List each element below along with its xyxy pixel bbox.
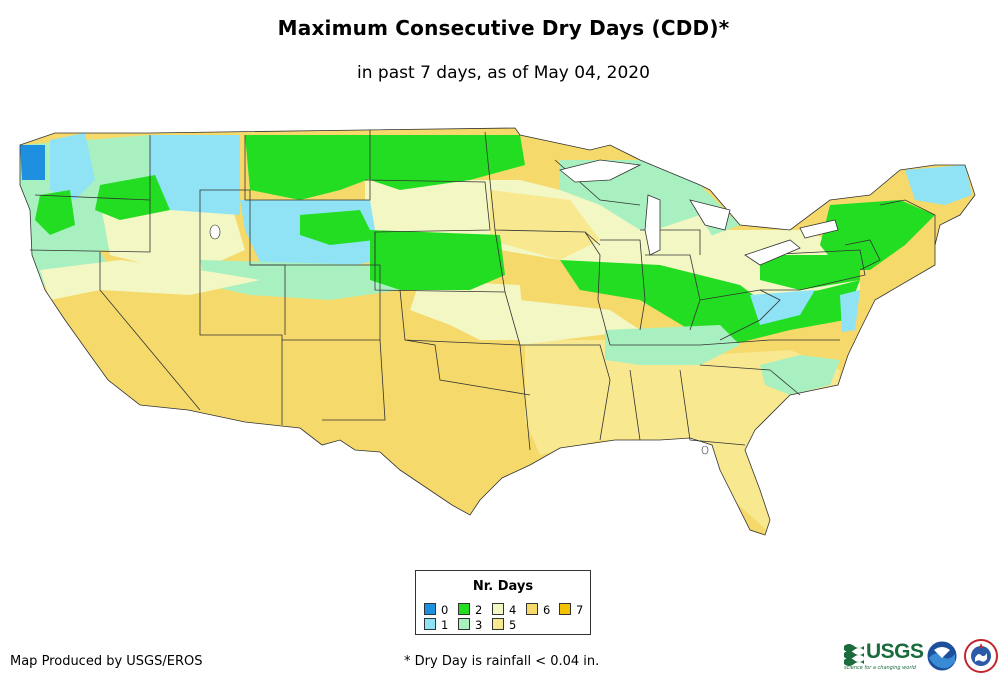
legend-swatch — [526, 603, 538, 615]
legend-item-4: 4 — [492, 603, 516, 616]
state-boundaries — [19, 127, 976, 536]
usgs-logo: USGS — [866, 640, 924, 663]
usgs-tagline: science for a changing world — [844, 665, 916, 671]
legend-item-7: 7 — [559, 603, 583, 616]
legend-swatch — [492, 618, 504, 630]
great-lakes — [559, 159, 839, 266]
legend-swatch — [492, 603, 504, 615]
dry-day-footnote: * Dry Day is rainfall < 0.04 in. — [404, 654, 600, 669]
usgs-logo-mark — [844, 644, 864, 666]
legend-item-3: 3 — [458, 618, 482, 631]
map-title: Maximum Consecutive Dry Days (CDD)* — [277, 16, 730, 40]
legend-item-1: 1 — [424, 618, 448, 631]
legend-item-6: 6 — [526, 603, 550, 616]
legend: Nr. Days 0 1 2 3 4 5 6 7 — [415, 570, 591, 635]
legend-item-2: 2 — [458, 603, 482, 616]
legend-title: Nr. Days — [472, 579, 534, 594]
legend-swatch — [424, 618, 436, 630]
agency-logos: USGS science for a changing world — [844, 638, 1004, 678]
nws-logo-icon — [964, 639, 998, 673]
map-subtitle: in past 7 days, as of May 04, 2020 — [357, 63, 650, 83]
us-land — [20, 128, 975, 535]
small-lakes — [209, 224, 709, 455]
legend-swatch — [458, 618, 470, 630]
legend-swatch — [424, 603, 436, 615]
legend-item-0: 0 — [424, 603, 448, 616]
legend-swatch — [559, 603, 571, 615]
legend-item-5: 5 — [492, 618, 516, 631]
producer-credit: Map Produced by USGS/EROS — [10, 654, 203, 669]
legend-swatch — [458, 603, 470, 615]
noaa-logo-icon — [926, 640, 958, 672]
